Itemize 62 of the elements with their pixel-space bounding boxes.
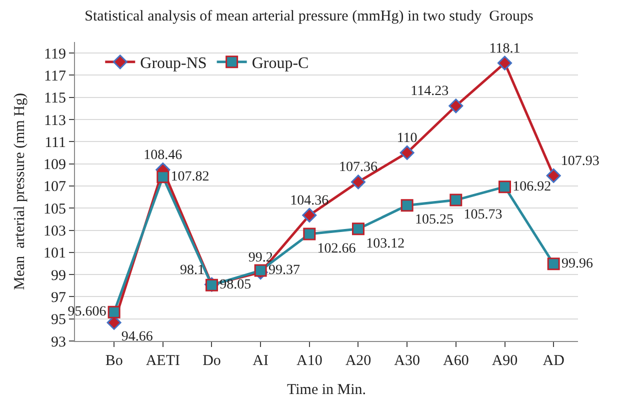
x-tick-label: Bo: [105, 353, 123, 369]
y-tick-label: 115: [44, 90, 66, 107]
data-label: 108.46: [144, 148, 182, 164]
data-label: 105.73: [464, 207, 502, 222]
data-label: 102.66: [317, 241, 356, 256]
data-label: 114.23: [410, 84, 449, 100]
data-label: 106.92: [512, 179, 552, 194]
point: [350, 174, 366, 190]
x-tick-label: A10: [296, 353, 322, 369]
point: [498, 180, 511, 194]
data-label: 104.36: [290, 193, 329, 208]
data-label: 110: [396, 130, 418, 146]
y-tick-label: 103: [44, 224, 66, 240]
x-tick-label: Do: [202, 353, 221, 369]
chart-title: Statistical analysis of mean arterial pressure (mmHg) in two study Groups: [84, 8, 534, 25]
data-label: 107.82: [170, 169, 210, 184]
y-tick-label: 105: [44, 201, 66, 218]
point: [108, 306, 120, 318]
data-label: 107.93: [560, 154, 600, 169]
data-label: 98.05: [220, 278, 252, 293]
data-label: 103.12: [366, 236, 405, 252]
x-axis-title: Time in Min.: [286, 382, 366, 398]
x-tick-label: A30: [394, 353, 420, 369]
y-tick-label: 119: [44, 46, 66, 62]
data-label: 95.606: [68, 304, 106, 320]
data-label: 94.66: [121, 329, 153, 344]
point: [254, 264, 267, 277]
data-label: 118.1: [489, 41, 520, 56]
y-tick-label: 101: [44, 246, 66, 262]
data-label: 98.1: [180, 262, 204, 278]
x-tick-label: A60: [442, 353, 469, 369]
x-tick-label: A20: [345, 353, 372, 369]
y-tick-label: 117: [44, 68, 66, 84]
point: [352, 222, 364, 236]
data-label: 107.36: [338, 160, 378, 176]
point: [448, 98, 464, 114]
point: [302, 208, 317, 222]
data-label: 105.25: [414, 212, 454, 228]
x-tick-label: A90: [492, 353, 518, 369]
y-tick-label: 99: [51, 268, 66, 284]
point: [303, 228, 316, 240]
legend-label: Group-C: [252, 55, 309, 72]
point: [498, 56, 512, 70]
y-tick-label: 107: [44, 179, 66, 196]
point: [547, 258, 560, 270]
y-tick-label: 113: [44, 112, 66, 129]
data-label: 99.96: [561, 256, 593, 272]
y-tick-label: 93: [51, 334, 66, 350]
point: [156, 170, 170, 184]
x-tick-label: AETI: [146, 353, 180, 369]
point: [400, 145, 414, 160]
point: [546, 168, 561, 183]
point: [400, 199, 414, 212]
x-tick-label: AD: [542, 353, 565, 369]
y-tick-label: 97: [51, 290, 66, 306]
legend-label: Group-NS: [140, 55, 207, 72]
point: [450, 194, 462, 206]
y-tick-label: 109: [44, 157, 66, 174]
y-tick-label: 95: [51, 312, 66, 328]
y-tick-label: 111: [44, 134, 66, 151]
x-tick-label: AI: [252, 353, 268, 369]
y-axis-title: Mean arterial pressure (mm Hg): [12, 92, 28, 290]
